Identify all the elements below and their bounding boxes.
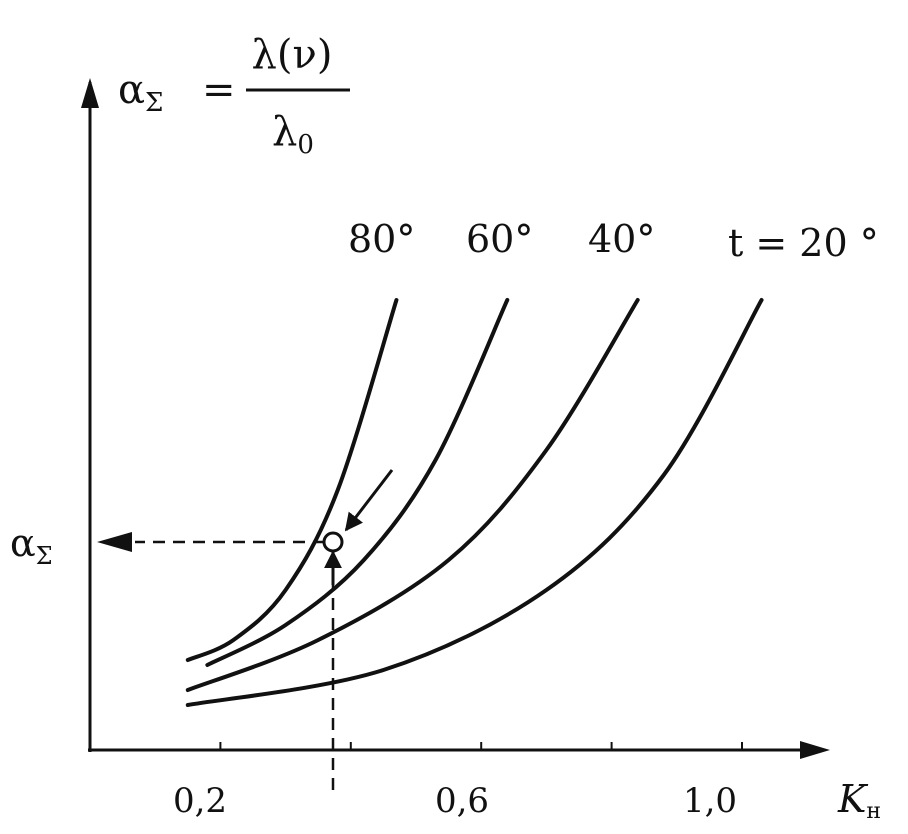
- curve-series-1: [205, 298, 510, 667]
- svg-text:λ0: λ0: [272, 109, 314, 160]
- x-tick-label-0: 0,2: [173, 781, 227, 821]
- marker-point: [322, 531, 344, 553]
- x-tick-label-1: 0,6: [435, 781, 489, 821]
- svg-text:αΣ: αΣ: [118, 67, 163, 118]
- x-tick-label-2: 1,0: [683, 781, 737, 821]
- x-axis-label: Kн: [837, 777, 881, 824]
- readout-label: αΣ: [10, 521, 53, 570]
- y-axis-arrow: [81, 78, 99, 108]
- curve-series-2: [185, 298, 640, 692]
- curve-series-0: [185, 298, 399, 662]
- curve-series-3: [185, 298, 764, 707]
- curve-group: [185, 298, 764, 707]
- x-tick-marks: [219, 742, 743, 750]
- svg-text:=: =: [202, 67, 236, 113]
- curve-pointer: [344, 469, 394, 532]
- curve-label-60: 60°: [466, 217, 533, 261]
- svg-text:λ(ν): λ(ν): [252, 32, 333, 78]
- x-axis-arrow: [800, 741, 830, 759]
- readout-annotation: [97, 469, 394, 790]
- y-axis-label: αΣ = λ(ν) λ0: [118, 32, 350, 160]
- curve-label-20: t = 20 °: [728, 221, 879, 265]
- curve-label-40: 40°: [588, 217, 655, 261]
- horizontal-guide-arrow: [97, 532, 132, 552]
- curve-label-80: 80°: [348, 217, 415, 261]
